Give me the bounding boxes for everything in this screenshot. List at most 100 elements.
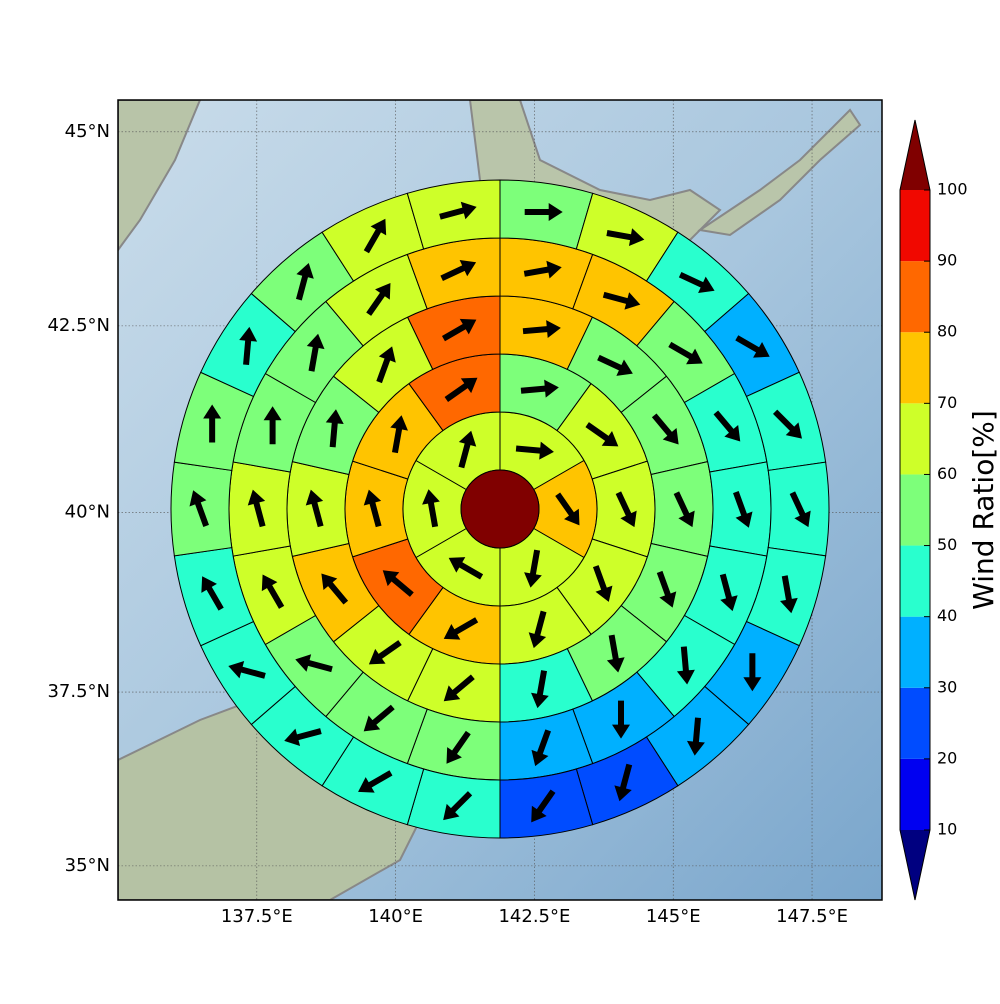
- colorbar-segment: [900, 758, 930, 830]
- wind-arrow: [615, 491, 637, 528]
- colorbar-segment: [900, 687, 930, 759]
- wind-arrow: [443, 674, 475, 702]
- wind-arrow: [363, 489, 382, 528]
- wind-arrow: [247, 489, 266, 528]
- wind-arrow: [602, 291, 641, 310]
- wind-arrow: [656, 570, 677, 608]
- wind-arrow: [390, 415, 408, 454]
- wind-arrow: [523, 260, 562, 279]
- wind-arrow: [612, 700, 630, 739]
- wind-arrow: [789, 491, 811, 528]
- y-tick-label: 35°N: [65, 855, 110, 876]
- wind-arrow: [201, 576, 224, 611]
- colorbar-segment: [900, 545, 930, 617]
- colorbar-segment: [900, 616, 930, 688]
- wind-arrow: [606, 634, 625, 673]
- wind-arrow: [325, 409, 344, 448]
- x-tick-label: 142.5°E: [498, 906, 570, 927]
- sectors: [170, 179, 830, 839]
- wind-arrow: [743, 653, 762, 692]
- wind-arrow: [305, 489, 324, 528]
- colorbar-tick-label: 10: [937, 820, 957, 839]
- wind-arrow: [673, 491, 695, 528]
- colorbar-tick-label: 40: [937, 606, 957, 625]
- colorbar-tick-label: 30: [937, 677, 957, 696]
- wind-arrow: [441, 318, 477, 342]
- colorbar-segment: [900, 332, 930, 404]
- wind-arrow: [651, 413, 679, 445]
- wind-arrow: [531, 789, 556, 823]
- wind-arrow: [440, 259, 477, 282]
- colorbar-segment: [900, 190, 930, 262]
- wind-arrow: [263, 406, 282, 445]
- land: [697, 108, 862, 237]
- map-frame: [117, 99, 883, 901]
- wind-arrow: [306, 333, 325, 372]
- sector: [406, 768, 501, 839]
- wind-arrow: [363, 218, 387, 254]
- wind-arrow: [295, 262, 314, 301]
- wind-arrow: [443, 791, 473, 821]
- wind-arrow: [528, 610, 547, 649]
- wind-arrow: [733, 491, 753, 528]
- wind-arrow: [515, 441, 554, 460]
- colorbar-tick-label: 60: [937, 464, 957, 483]
- wind-arrow: [239, 326, 258, 366]
- wind-arrow: [363, 704, 395, 732]
- wind-arrow: [614, 763, 633, 802]
- colorbar-label: Wind Ratio[%]: [967, 410, 1000, 610]
- colorbar-tick-label: 20: [937, 748, 957, 767]
- wind-arrow: [448, 557, 484, 580]
- wind-arrow: [678, 271, 715, 293]
- wind-arrow: [439, 201, 477, 220]
- colorbar: 10 20 30 40 50 60 70 80 90 100: [899, 119, 968, 901]
- wind-arrow: [524, 549, 542, 588]
- wind-arrow: [735, 335, 770, 358]
- wind-arrow: [321, 573, 349, 605]
- y-tick-label: 40°N: [65, 501, 110, 522]
- wind-arrow: [606, 228, 645, 247]
- wind-arrow: [772, 409, 802, 439]
- center-cell: [460, 469, 540, 549]
- x-tick-label: 147.5°E: [776, 906, 848, 927]
- wind-arrow: [358, 770, 393, 793]
- wind-arrow: [261, 574, 285, 609]
- y-tick-label: 45°N: [65, 121, 110, 142]
- x-tick-label: 137.5°E: [221, 906, 293, 927]
- colorbar-tick-label: 50: [937, 535, 957, 554]
- land: [118, 100, 202, 252]
- wind-arrow: [422, 489, 440, 528]
- wind-arrow: [592, 565, 613, 602]
- wind-arrows: [189, 201, 811, 823]
- wind-arrow: [444, 377, 478, 402]
- y-tick-label: 37.5°N: [47, 681, 110, 702]
- wind-arrow: [376, 346, 396, 384]
- colorbar-segment: [900, 261, 930, 333]
- wind-arrow: [228, 660, 266, 679]
- colorbar-tick-label: 80: [937, 322, 957, 341]
- colorbar-extend-low: [900, 830, 930, 900]
- wind-arrow: [719, 573, 738, 612]
- wind-arrow: [203, 404, 222, 443]
- wind-arrow: [368, 640, 402, 665]
- colorbar-segment: [900, 474, 930, 546]
- wind-arrow: [524, 203, 563, 222]
- wind-arrow: [189, 490, 209, 527]
- wind-arrow: [366, 283, 391, 316]
- colorbar-tick-label: 90: [937, 251, 957, 270]
- wind-arrow: [713, 410, 741, 442]
- wind-arrow: [443, 617, 479, 640]
- wind-arrow: [676, 646, 695, 685]
- wind-arrow: [522, 320, 561, 339]
- x-tick-label: 145°E: [646, 906, 701, 927]
- wind-arrow: [780, 575, 798, 614]
- wind-arrow: [531, 670, 549, 709]
- y-tick-label: 42.5°N: [47, 315, 110, 336]
- wind-arrow: [531, 729, 551, 767]
- wind-arrow: [284, 728, 322, 746]
- x-tick-label: 140°E: [368, 906, 423, 927]
- wind-arrow: [597, 354, 633, 376]
- colorbar-tick-label: 100: [937, 180, 968, 199]
- axis-labels: 137.5°E 140°E 142.5°E 145°E 147.5°E 35°N 37.5°…: [47, 121, 848, 927]
